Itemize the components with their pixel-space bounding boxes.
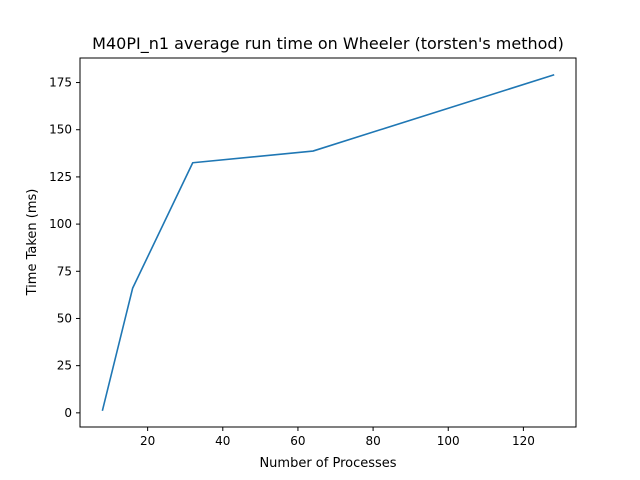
chart-title: M40PI_n1 average run time on Wheeler (to… <box>92 34 564 54</box>
y-tick-label: 175 <box>49 76 72 90</box>
y-tick-label: 75 <box>57 264 72 278</box>
y-tick-label: 100 <box>49 217 72 231</box>
x-axis-label: Number of Processes <box>259 456 396 471</box>
series-line-0 <box>101 73 555 411</box>
x-tick-label: 80 <box>365 434 380 448</box>
y-tick-label: 125 <box>49 170 72 184</box>
x-tick-label: 40 <box>215 434 230 448</box>
x-axis: 20 40 60 80 100 120 <box>140 427 535 448</box>
series-layer <box>101 73 555 411</box>
y-axis: 0 25 50 75 100 125 150 175 <box>49 76 80 420</box>
y-tick-label: 0 <box>64 406 72 420</box>
y-tick-label: 150 <box>49 123 72 137</box>
plot-frame <box>79 57 577 428</box>
x-tick-label: 20 <box>140 434 155 448</box>
y-tick-label: 25 <box>57 359 72 373</box>
x-tick-label: 120 <box>512 434 535 448</box>
x-tick-label: 100 <box>437 434 460 448</box>
y-tick-label: 50 <box>57 311 72 325</box>
y-axis-label: Time Taken (ms) <box>25 189 40 297</box>
x-tick-label: 60 <box>290 434 305 448</box>
